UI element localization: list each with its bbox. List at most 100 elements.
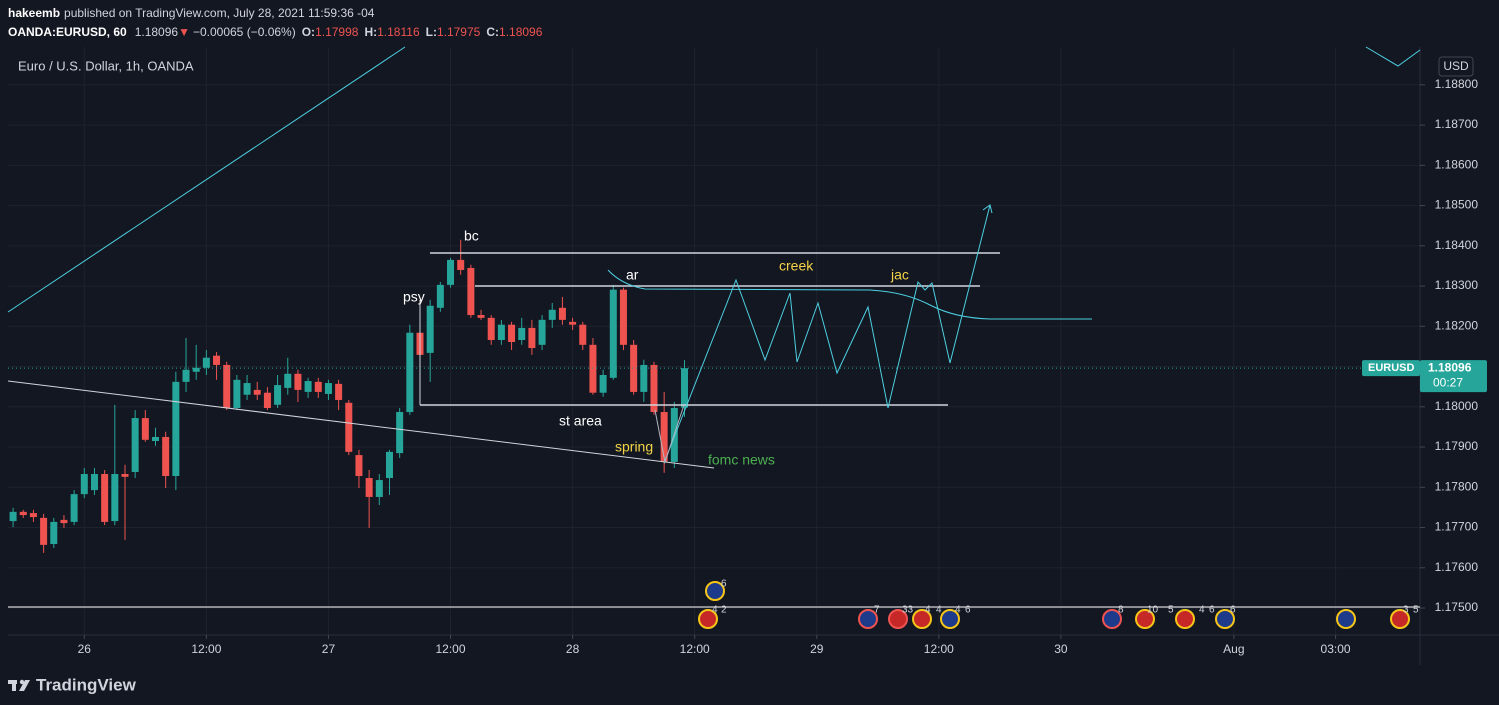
event-icon — [1390, 609, 1410, 629]
event-badge: 4 — [712, 605, 718, 616]
event-icon — [912, 609, 932, 629]
candle-body — [284, 373, 292, 388]
ohlc-label: H: — [364, 25, 377, 39]
candle-body — [152, 436, 160, 442]
event-icon — [858, 609, 878, 629]
event-badge: 2 — [721, 605, 727, 616]
candle-body — [467, 267, 475, 316]
trend-line — [7, 380, 715, 469]
candle-body — [457, 259, 465, 270]
ohlc-value: 1.18096 — [499, 25, 543, 39]
candle-body — [680, 368, 688, 408]
candle-body — [223, 364, 231, 409]
event-badge: 10 — [1147, 605, 1159, 616]
publish-line: hakeemb published on TradingView.com, Jul… — [8, 6, 375, 20]
published: published on TradingView.com, July 28, 2… — [64, 6, 375, 20]
drawings — [7, 46, 1421, 608]
candle-body — [182, 369, 190, 382]
spring-mark — [654, 404, 685, 464]
candle-body — [274, 385, 282, 405]
candle-body — [365, 478, 373, 497]
candle-body — [29, 513, 37, 518]
y-tick-label: 1.18500 — [1435, 198, 1479, 212]
annotation: fomc news — [708, 452, 775, 468]
candle-body — [70, 494, 78, 522]
y-tick-label: 1.18700 — [1435, 117, 1479, 131]
event-badge: 4 — [1199, 605, 1205, 616]
candle-body — [202, 357, 210, 368]
last-price-box — [1362, 360, 1420, 377]
event-icon — [1215, 609, 1235, 629]
candle-body — [660, 412, 668, 462]
event-icon — [698, 609, 718, 629]
candle-body — [324, 383, 332, 394]
candle-body — [355, 455, 363, 477]
arrow: ▼ — [178, 25, 190, 39]
candle-body — [131, 418, 139, 473]
y-tick-label: 1.18200 — [1435, 318, 1479, 332]
candle-body — [589, 344, 597, 393]
candle-body — [385, 451, 393, 479]
candle-body — [548, 309, 556, 320]
event-badge: 7 — [874, 605, 880, 616]
y-tick-label: 1.17600 — [1435, 560, 1479, 574]
candle-body — [396, 412, 404, 454]
candle-body — [579, 324, 587, 345]
x-tick-label: 03:00 — [1321, 642, 1351, 656]
candle-body — [263, 392, 271, 409]
logo — [8, 679, 30, 691]
candle-body — [497, 324, 505, 340]
candle-body — [243, 383, 251, 395]
candle-body — [111, 474, 119, 522]
candle-body — [9, 511, 17, 522]
event-icon — [1135, 609, 1155, 629]
candle-body — [60, 519, 68, 524]
event-badge: 3 — [1403, 605, 1409, 616]
annotation: spring — [615, 439, 653, 455]
y-tick-label: 1.18600 — [1435, 157, 1479, 171]
candle-body — [233, 379, 241, 409]
last-price: 1.18096 — [135, 25, 179, 39]
candle-body — [90, 474, 98, 491]
trend-line — [1365, 46, 1421, 67]
symbol-line: OANDA:EURUSD, 60 1.18096▼ −0.00065 (−0.06%… — [8, 25, 543, 39]
event-badge: 6 — [721, 579, 727, 590]
candle-body — [172, 381, 180, 477]
candle-body — [599, 375, 607, 393]
candle-body — [294, 373, 302, 390]
x-tick-label: 27 — [322, 642, 336, 656]
candle-body — [50, 521, 58, 545]
x-tick-label: 12:00 — [680, 642, 710, 656]
annotation: ar — [626, 267, 639, 283]
brand: TradingView — [36, 675, 137, 694]
symbol-label: EURUSD — [1368, 362, 1415, 374]
annotation: jac — [890, 267, 909, 283]
candle-body — [528, 327, 536, 349]
candle-body — [345, 402, 353, 452]
candle-body — [192, 367, 200, 372]
chart-title: Euro / U.S. Dollar, 1h, OANDA — [18, 58, 194, 73]
candle-body — [141, 418, 149, 440]
event-badge: 5 — [1413, 605, 1419, 616]
event-badge: 5 — [1168, 605, 1174, 616]
trend-line — [7, 46, 406, 313]
currency-button[interactable] — [1438, 56, 1474, 77]
x-tick-label: 26 — [78, 642, 92, 656]
ohlc-value: 1.17975 — [437, 25, 481, 39]
event-badge: 33 — [902, 605, 914, 616]
y-tick-label: 1.18000 — [1435, 399, 1479, 413]
candle-body — [304, 381, 312, 392]
y-tick-label: 1.17500 — [1435, 600, 1479, 614]
candle-body — [253, 389, 261, 395]
candle-body — [101, 474, 109, 522]
candle-body — [650, 364, 658, 413]
currency[interactable]: USD — [1443, 59, 1469, 73]
event-icon — [940, 609, 960, 629]
candle-body — [121, 474, 129, 477]
candle-body — [558, 307, 566, 320]
user: hakeemb — [8, 6, 60, 20]
symbol: OANDA:EURUSD, 60 — [8, 25, 127, 39]
event-icon — [705, 581, 725, 601]
